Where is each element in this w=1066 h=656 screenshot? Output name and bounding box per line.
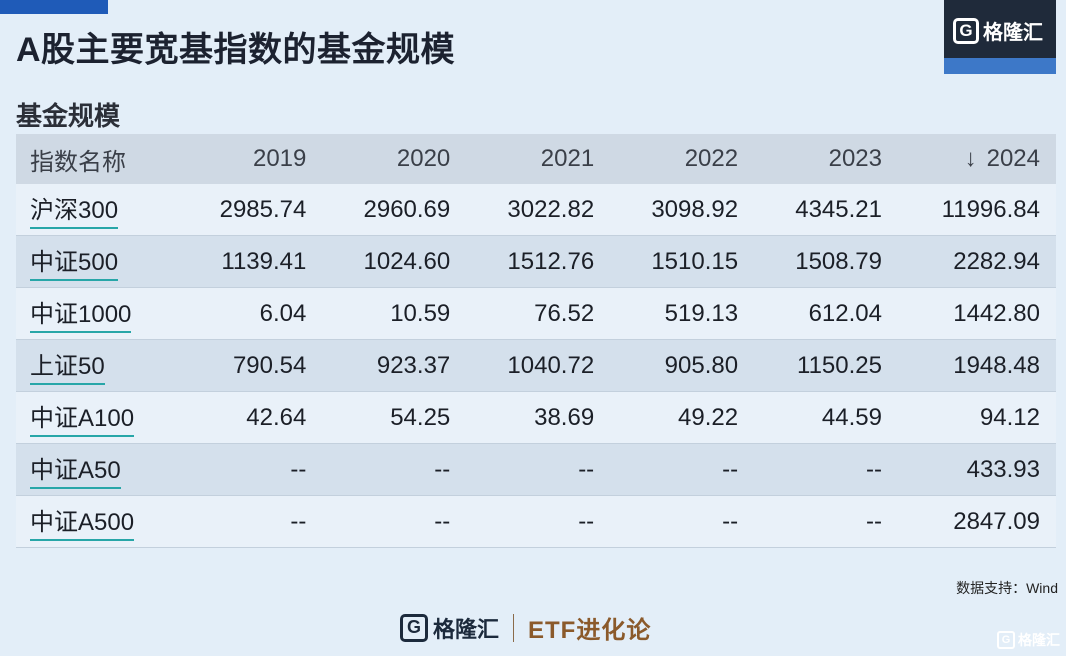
value-cell-2020: 10.59 [322, 287, 467, 340]
value-cell-2023: 1150.25 [754, 339, 898, 392]
value-cell-2022: 49.22 [610, 391, 755, 444]
index-name: 中证500 [30, 242, 119, 281]
value-cell-2024: 11996.84 [897, 184, 1056, 236]
value-cell-2024: 2847.09 [897, 495, 1056, 548]
brand-accent-bar [944, 58, 1056, 74]
corner-g-icon: G [997, 631, 1015, 649]
value-cell-2024: 2282.94 [897, 235, 1056, 288]
footer-logo: G 格隆汇 ETF进化论 [400, 610, 651, 645]
table-row: 中证1000 6.04 10.59 76.52 519.13 612.04 1442.80 [16, 287, 1056, 340]
value-cell-2021: 1040.72 [466, 339, 611, 392]
value-cell-2023: 4345.21 [754, 184, 898, 236]
table-row: 中证A50 -- -- -- -- -- 433.93 [16, 443, 1056, 496]
header-2020: 2020 [322, 134, 467, 184]
corner-brand-name: 格隆汇 [1018, 632, 1060, 648]
value-cell-2019: 790.54 [178, 339, 323, 392]
value-cell-2019: 2985.74 [178, 184, 323, 236]
brand-logo-box: G 格隆汇 [944, 0, 1056, 74]
value-cell-2023: -- [754, 495, 898, 548]
value-cell-2021: 3022.82 [466, 184, 611, 236]
table-row: 上证50 790.54 923.37 1040.72 905.80 1150.25 1948… [16, 339, 1056, 392]
value-cell-2024: 1948.48 [897, 339, 1056, 392]
index-name: 中证1000 [30, 294, 132, 333]
corner-watermark-logo: G 格隆汇 [997, 630, 1060, 650]
top-accent-bar [0, 0, 108, 14]
value-cell-2020: -- [322, 495, 467, 548]
value-cell-2021: 1512.76 [466, 235, 611, 288]
value-cell-2020: 54.25 [322, 391, 467, 444]
value-cell-2024: 94.12 [897, 391, 1056, 444]
value-cell-2020: 923.37 [322, 339, 467, 392]
table-row: 沪深300 2985.74 2960.69 3022.82 3098.92 4345.21… [16, 184, 1056, 236]
fund-size-table: 指数名称 2019 2020 2021 2022 2023 ↓ 2024 沪深30… [16, 134, 1056, 548]
value-cell-2022: -- [610, 443, 755, 496]
header-2019: 2019 [178, 134, 323, 184]
page-title: A股主要宽基指数的基金规模 [16, 31, 456, 69]
value-cell-2023: 44.59 [754, 391, 898, 444]
index-name: 中证A100 [30, 398, 135, 437]
g-logo-icon: G [953, 17, 979, 44]
value-cell-2019: 6.04 [178, 287, 323, 340]
data-source: 数据支持：Wind [956, 580, 1058, 596]
index-name-cell: 中证500 [16, 235, 179, 288]
value-cell-2024: 1442.80 [897, 287, 1056, 340]
index-name: 上证50 [30, 346, 105, 385]
footer-brand-name: 格隆汇 [433, 616, 500, 642]
value-cell-2019: -- [178, 443, 323, 496]
value-cell-2023: 1508.79 [754, 235, 898, 288]
value-cell-2021: 76.52 [466, 287, 611, 340]
table-row: 中证A100 42.64 54.25 38.69 49.22 44.59 94.12 [16, 391, 1056, 444]
sort-arrow-down-icon: ↓ [964, 145, 977, 172]
table-header-row: 指数名称 2019 2020 2021 2022 2023 ↓ 2024 [16, 134, 1056, 184]
header-2021: 2021 [466, 134, 611, 184]
value-cell-2022: 519.13 [610, 287, 755, 340]
value-cell-2021: 38.69 [466, 391, 611, 444]
value-cell-2022: 905.80 [610, 339, 755, 392]
value-cell-2022: 1510.15 [610, 235, 755, 288]
value-cell-2022: 3098.92 [610, 184, 755, 236]
value-cell-2020: 1024.60 [322, 235, 467, 288]
brand-logo: G 格隆汇 [953, 16, 1043, 45]
index-name-cell: 中证A500 [16, 495, 179, 548]
value-cell-2024: 433.93 [897, 443, 1056, 496]
header-2022: 2022 [610, 134, 755, 184]
value-cell-2019: 1139.41 [178, 235, 323, 288]
table-row: 中证A500 -- -- -- -- -- 2847.09 [16, 495, 1056, 548]
value-cell-2022: -- [610, 495, 755, 548]
index-name-cell: 中证A50 [16, 443, 179, 496]
value-cell-2019: 42.64 [178, 391, 323, 444]
index-name: 沪深300 [30, 190, 119, 229]
index-name-cell: 沪深300 [16, 184, 179, 236]
value-cell-2023: -- [754, 443, 898, 496]
table-body: 沪深300 2985.74 2960.69 3022.82 3098.92 4345.21… [16, 184, 1056, 548]
index-name-cell: 上证50 [16, 339, 179, 392]
header-index-name: 指数名称 [16, 134, 179, 184]
section-label: 基金规模 [16, 101, 121, 131]
header-2024-label: 2024 [986, 145, 1040, 172]
value-cell-2020: 2960.69 [322, 184, 467, 236]
value-cell-2019: -- [178, 495, 323, 548]
footer-brand: G 格隆汇 [400, 612, 499, 644]
value-cell-2023: 612.04 [754, 287, 898, 340]
index-name: 中证A500 [30, 502, 135, 541]
index-name-cell: 中证1000 [16, 287, 179, 340]
footer-g-icon: G [400, 613, 428, 642]
value-cell-2021: -- [466, 443, 611, 496]
brand-name: 格隆汇 [983, 22, 1043, 44]
value-cell-2021: -- [466, 495, 611, 548]
index-name-cell: 中证A100 [16, 391, 179, 444]
footer-etf: ETF进化论 [528, 617, 652, 644]
footer-divider [513, 613, 515, 642]
value-cell-2020: -- [322, 443, 467, 496]
header-2024[interactable]: ↓ 2024 [897, 134, 1056, 184]
header-2023: 2023 [754, 134, 898, 184]
table-row: 中证500 1139.41 1024.60 1512.76 1510.15 1508.79… [16, 235, 1056, 288]
index-name: 中证A50 [30, 450, 121, 489]
